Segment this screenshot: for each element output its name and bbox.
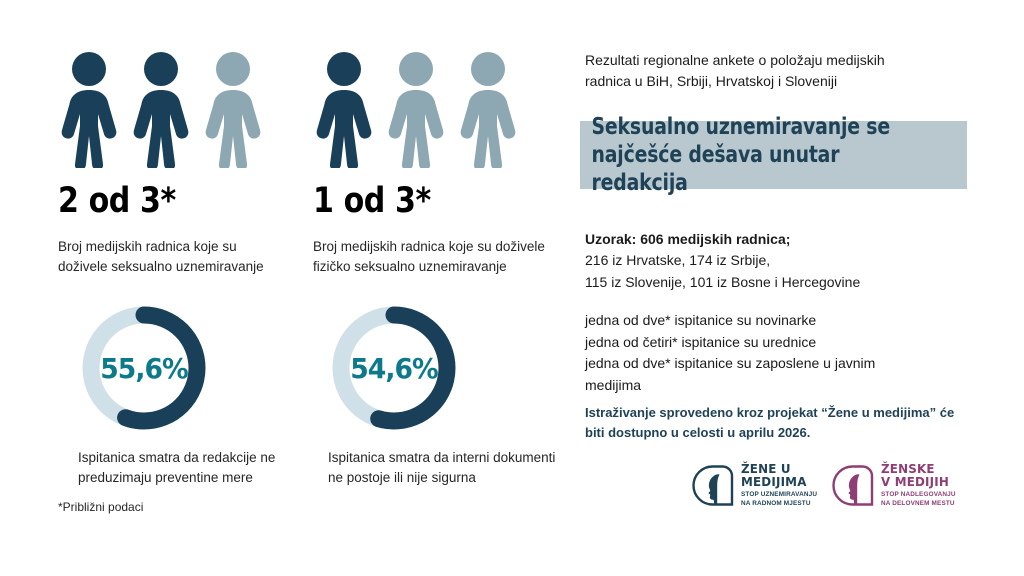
person-icon-filled	[316, 52, 372, 168]
donut-chart-2: 54,6%	[328, 302, 460, 434]
woman-profile-emblem-icon	[692, 465, 734, 506]
donut-stat-block-1: 55,6% Ispitanica smatra da redakcije ne …	[78, 302, 275, 487]
people-icon-row	[313, 50, 545, 168]
donut-chart-svg	[82, 306, 206, 430]
person-icon-empty	[388, 52, 444, 168]
logo-name: ŽENE U MEDIJIMA	[741, 461, 807, 490]
person-icon-empty	[460, 52, 516, 168]
people-stat-value: 1 od 3*	[313, 181, 431, 221]
person-icon-filled	[133, 52, 189, 168]
footnote-approximate-data: *Približni podaci	[58, 500, 144, 514]
logo-tagline: STOP NADLEGOVANJU NA DELOVNEM MESTU	[881, 491, 956, 507]
donut-value-arc	[82, 306, 206, 430]
headline-banner: Seksualno uznemiravanje se najčešće deša…	[580, 114, 967, 196]
people-stat-block-1: 2 od 3* Broj medijskih radnica koje su d…	[58, 50, 264, 276]
person-icon-filled	[61, 52, 117, 168]
roles-breakdown-text: jedna od dve* ispitanice su novinarke je…	[585, 312, 876, 394]
people-stat-caption: Broj medijskih radnica koje su doživele …	[313, 239, 545, 274]
donut-caption: Ispitanica smatra da interni dokumenti n…	[328, 450, 556, 485]
logo-name: ŽENSKE V MEDIJIH	[881, 461, 950, 490]
donut-value-arc	[332, 306, 456, 430]
donut-value-label: 55,6%	[100, 351, 188, 385]
intro-text: Rezultati regionalne ankete o položaju m…	[585, 52, 885, 89]
logo-text-block: ŽENE U MEDIJIMA STOP UZNEMIRAVANJU NA RA…	[741, 462, 817, 509]
donut-value-label: 54,6%	[350, 351, 438, 385]
donut-caption: Ispitanica smatra da redakcije ne preduz…	[78, 450, 276, 485]
research-availability-note: Istraživanje sprovedeno kroz projekat “Ž…	[585, 405, 955, 440]
donut-chart-1: 55,6%	[78, 302, 210, 434]
woman-profile-emblem-icon	[832, 465, 874, 506]
donut-chart-svg	[332, 306, 456, 430]
logo-text-block: ŽENSKE V MEDIJIH STOP NADLEGOVANJU NA DE…	[881, 462, 956, 509]
sample-heading: Uzorak: 606 medijskih radnica;	[585, 231, 791, 247]
people-stat-block-2: 1 od 3* Broj medijskih radnica koje su d…	[313, 50, 545, 276]
people-stat-caption: Broj medijskih radnica koje su doživele …	[58, 239, 264, 274]
people-icon-row	[58, 50, 264, 168]
logo-zene-u-medijima: ŽENE U MEDIJIMA STOP UZNEMIRAVANJU NA RA…	[691, 462, 817, 509]
sample-block: Uzorak: 606 medijskih radnica; 216 iz Hr…	[585, 229, 985, 293]
sample-country-breakdown: 216 iz Hrvatske, 174 iz Srbije, 115 iz S…	[585, 252, 861, 290]
logo-tagline: STOP UZNEMIRAVANJU NA RADNOM MJESTU	[741, 491, 818, 507]
headline-text: Seksualno uznemiravanje se najčešće deša…	[591, 113, 890, 197]
person-icon-empty	[205, 52, 261, 168]
logo-zenske-v-medijih: ŽENSKE V MEDIJIH STOP NADLEGOVANJU NA DE…	[831, 462, 956, 509]
donut-stat-block-2: 54,6% Ispitanica smatra da interni dokum…	[328, 302, 555, 487]
people-stat-value: 2 od 3*	[58, 181, 176, 221]
